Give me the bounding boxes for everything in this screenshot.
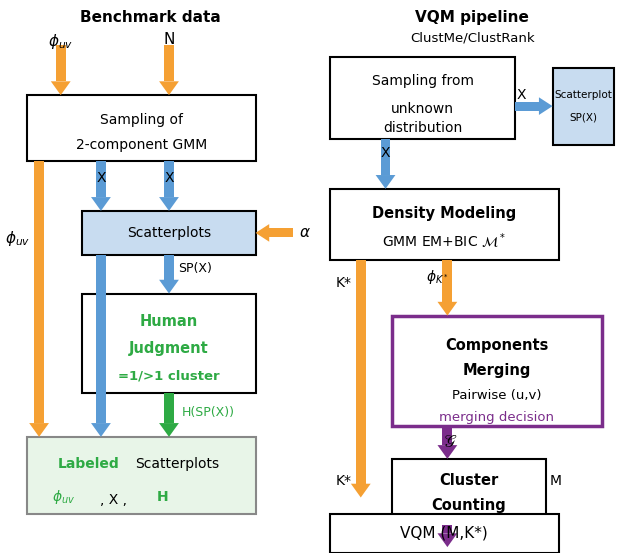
- Text: 2-component GMM: 2-component GMM: [75, 138, 207, 152]
- Text: X: X: [96, 171, 106, 185]
- Polygon shape: [159, 197, 179, 211]
- Bar: [56, 45, 66, 81]
- Text: $\phi_{uv}$: $\phi_{uv}$: [52, 489, 75, 506]
- Polygon shape: [91, 423, 111, 437]
- Text: GMM EM+BIC $\mathcal{M}^*$: GMM EM+BIC $\mathcal{M}^*$: [383, 232, 506, 251]
- Bar: [27, 95, 256, 161]
- Text: Counting: Counting: [432, 498, 506, 513]
- Polygon shape: [159, 423, 179, 437]
- Bar: [269, 228, 293, 237]
- Text: VQM pipeline: VQM pipeline: [415, 9, 529, 25]
- Polygon shape: [437, 534, 457, 547]
- Polygon shape: [91, 197, 111, 211]
- Text: X: X: [381, 146, 390, 160]
- Text: Scatterplot: Scatterplot: [555, 90, 613, 100]
- Text: K*: K*: [336, 474, 352, 488]
- Polygon shape: [51, 81, 71, 95]
- Text: K*: K*: [336, 275, 352, 290]
- Text: $\phi_{uv}$: $\phi_{uv}$: [5, 229, 30, 248]
- Bar: [164, 393, 174, 423]
- Bar: [82, 211, 256, 255]
- Bar: [392, 459, 546, 525]
- Bar: [164, 255, 174, 280]
- Text: $\mathscr{G}$: $\mathscr{G}$: [443, 433, 458, 452]
- Text: VQM (M,K*): VQM (M,K*): [401, 526, 488, 541]
- Text: M: M: [549, 474, 562, 488]
- Text: X: X: [517, 88, 526, 102]
- Bar: [330, 189, 559, 260]
- Bar: [27, 437, 256, 514]
- Text: Scatterplots: Scatterplots: [135, 458, 219, 471]
- Text: unknown: unknown: [391, 102, 454, 116]
- Polygon shape: [351, 484, 371, 497]
- Text: $\phi_{K^*}$: $\phi_{K^*}$: [425, 268, 448, 286]
- Bar: [442, 525, 452, 534]
- Text: H: H: [157, 490, 169, 505]
- Text: SP(X): SP(X): [570, 112, 598, 122]
- Bar: [552, 68, 615, 145]
- Text: merging decision: merging decision: [439, 411, 554, 424]
- Bar: [442, 426, 452, 445]
- Text: Pairwise (u,v): Pairwise (u,v): [452, 389, 542, 402]
- Bar: [516, 102, 539, 111]
- Text: =1/>1 cluster: =1/>1 cluster: [118, 370, 220, 383]
- Text: Density Modeling: Density Modeling: [372, 206, 516, 221]
- Text: X: X: [164, 171, 174, 185]
- Text: Components: Components: [445, 338, 549, 353]
- Text: Sampling of: Sampling of: [100, 113, 183, 127]
- Text: Judgment: Judgment: [129, 341, 209, 356]
- Text: Merging: Merging: [463, 363, 531, 378]
- Text: N: N: [164, 32, 175, 47]
- Bar: [96, 161, 106, 197]
- Polygon shape: [159, 81, 179, 95]
- Text: H(SP(X)): H(SP(X)): [182, 406, 234, 419]
- Polygon shape: [539, 98, 552, 115]
- Polygon shape: [437, 445, 457, 459]
- Bar: [164, 45, 174, 81]
- Bar: [381, 139, 391, 175]
- Text: , X ,: , X ,: [100, 493, 127, 507]
- Polygon shape: [256, 224, 269, 242]
- Text: ClustMe/ClustRank: ClustMe/ClustRank: [410, 32, 534, 45]
- Text: $\phi_{uv}$: $\phi_{uv}$: [48, 32, 73, 51]
- Bar: [96, 255, 106, 423]
- Text: Human: Human: [140, 314, 198, 329]
- Text: Labeled: Labeled: [58, 458, 119, 471]
- Bar: [356, 260, 366, 484]
- Polygon shape: [437, 302, 457, 316]
- Text: $\alpha$: $\alpha$: [299, 225, 311, 240]
- Polygon shape: [29, 423, 49, 437]
- Bar: [82, 294, 256, 393]
- Bar: [442, 260, 452, 302]
- Text: Sampling from: Sampling from: [371, 74, 473, 88]
- Text: SP(X): SP(X): [179, 262, 212, 275]
- Bar: [164, 161, 174, 197]
- Polygon shape: [159, 280, 179, 294]
- Text: distribution: distribution: [383, 121, 462, 135]
- Bar: [330, 514, 559, 552]
- Bar: [392, 316, 602, 426]
- Bar: [34, 161, 44, 423]
- Text: Scatterplots: Scatterplots: [127, 226, 211, 240]
- Polygon shape: [376, 175, 396, 189]
- Text: Benchmark data: Benchmark data: [80, 9, 221, 25]
- Bar: [330, 57, 516, 139]
- Text: Cluster: Cluster: [439, 474, 499, 489]
